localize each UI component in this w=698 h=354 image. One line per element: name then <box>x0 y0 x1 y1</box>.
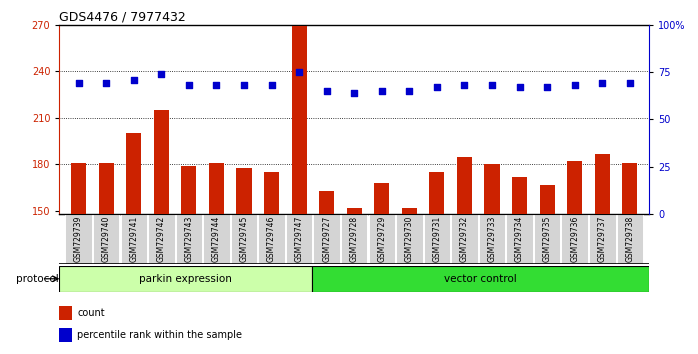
Point <box>73 81 84 86</box>
Text: GSM729731: GSM729731 <box>433 216 441 262</box>
Point <box>597 81 608 86</box>
Bar <box>347 208 362 214</box>
Bar <box>209 163 224 214</box>
Point <box>431 85 443 90</box>
Bar <box>561 214 588 264</box>
Bar <box>623 163 637 214</box>
Point <box>266 82 277 88</box>
Text: count: count <box>77 308 105 318</box>
Bar <box>292 26 306 214</box>
Text: GSM729736: GSM729736 <box>570 216 579 262</box>
Text: GSM729729: GSM729729 <box>378 216 386 262</box>
Point <box>156 71 167 77</box>
Text: GSM729746: GSM729746 <box>267 216 276 262</box>
Bar <box>534 214 560 264</box>
Text: vector control: vector control <box>444 274 517 284</box>
Bar <box>396 214 422 264</box>
Text: GSM729734: GSM729734 <box>515 216 524 262</box>
Bar <box>369 214 395 264</box>
Text: protocol: protocol <box>16 274 59 284</box>
Bar <box>237 167 251 214</box>
Text: GSM729739: GSM729739 <box>74 216 83 262</box>
Point <box>542 85 553 90</box>
Bar <box>451 214 477 264</box>
Text: GSM729745: GSM729745 <box>239 216 248 262</box>
Bar <box>203 214 230 264</box>
Bar <box>616 214 643 264</box>
Bar <box>589 214 616 264</box>
Bar <box>595 154 610 214</box>
Bar <box>98 163 114 214</box>
Bar <box>181 166 196 214</box>
Point <box>101 81 112 86</box>
Bar <box>148 214 174 264</box>
Bar <box>176 214 202 264</box>
Bar <box>429 172 445 214</box>
Bar <box>424 214 450 264</box>
Bar <box>512 177 527 214</box>
Text: GSM729740: GSM729740 <box>102 216 111 262</box>
Text: parkin expression: parkin expression <box>140 274 232 284</box>
Text: GSM729727: GSM729727 <box>322 216 331 262</box>
Bar <box>264 172 279 214</box>
Bar <box>567 161 582 214</box>
Bar <box>93 214 119 264</box>
Text: GSM729735: GSM729735 <box>542 216 551 262</box>
Text: GSM729730: GSM729730 <box>405 216 414 262</box>
Point <box>294 69 305 75</box>
Text: GDS4476 / 7977432: GDS4476 / 7977432 <box>59 11 186 24</box>
Point <box>128 77 140 82</box>
Text: percentile rank within the sample: percentile rank within the sample <box>77 330 242 340</box>
Bar <box>319 191 334 214</box>
Point <box>403 88 415 94</box>
Bar <box>457 157 472 214</box>
Bar <box>231 214 258 264</box>
Bar <box>484 165 500 214</box>
Point <box>487 82 498 88</box>
Bar <box>312 266 649 292</box>
Bar <box>479 214 505 264</box>
Point <box>239 82 250 88</box>
Point <box>569 82 580 88</box>
Point <box>184 82 195 88</box>
Text: GSM729728: GSM729728 <box>350 216 359 262</box>
Point <box>514 85 525 90</box>
Bar <box>313 214 340 264</box>
Bar <box>374 183 389 214</box>
Bar <box>402 208 417 214</box>
Bar <box>506 214 533 264</box>
Bar <box>71 163 86 214</box>
Bar <box>341 214 367 264</box>
Point <box>348 90 360 96</box>
Point <box>376 88 387 94</box>
Text: GSM729742: GSM729742 <box>157 216 166 262</box>
Point <box>211 82 222 88</box>
Bar <box>286 214 312 264</box>
Bar <box>59 327 73 342</box>
Point <box>459 82 470 88</box>
Text: GSM729744: GSM729744 <box>212 216 221 262</box>
Bar <box>154 110 169 214</box>
Bar <box>540 185 555 214</box>
Text: GSM729733: GSM729733 <box>487 216 496 262</box>
Bar <box>59 266 312 292</box>
Point <box>624 81 635 86</box>
Point <box>321 88 332 94</box>
Text: GSM729743: GSM729743 <box>184 216 193 262</box>
Bar <box>258 214 285 264</box>
Text: GSM729747: GSM729747 <box>295 216 304 262</box>
Text: GSM729732: GSM729732 <box>460 216 469 262</box>
Text: GSM729738: GSM729738 <box>625 216 634 262</box>
Bar <box>59 306 73 320</box>
Bar <box>66 214 92 264</box>
Bar <box>126 133 141 214</box>
Bar <box>121 214 147 264</box>
Text: GSM729737: GSM729737 <box>597 216 607 262</box>
Text: GSM729741: GSM729741 <box>129 216 138 262</box>
